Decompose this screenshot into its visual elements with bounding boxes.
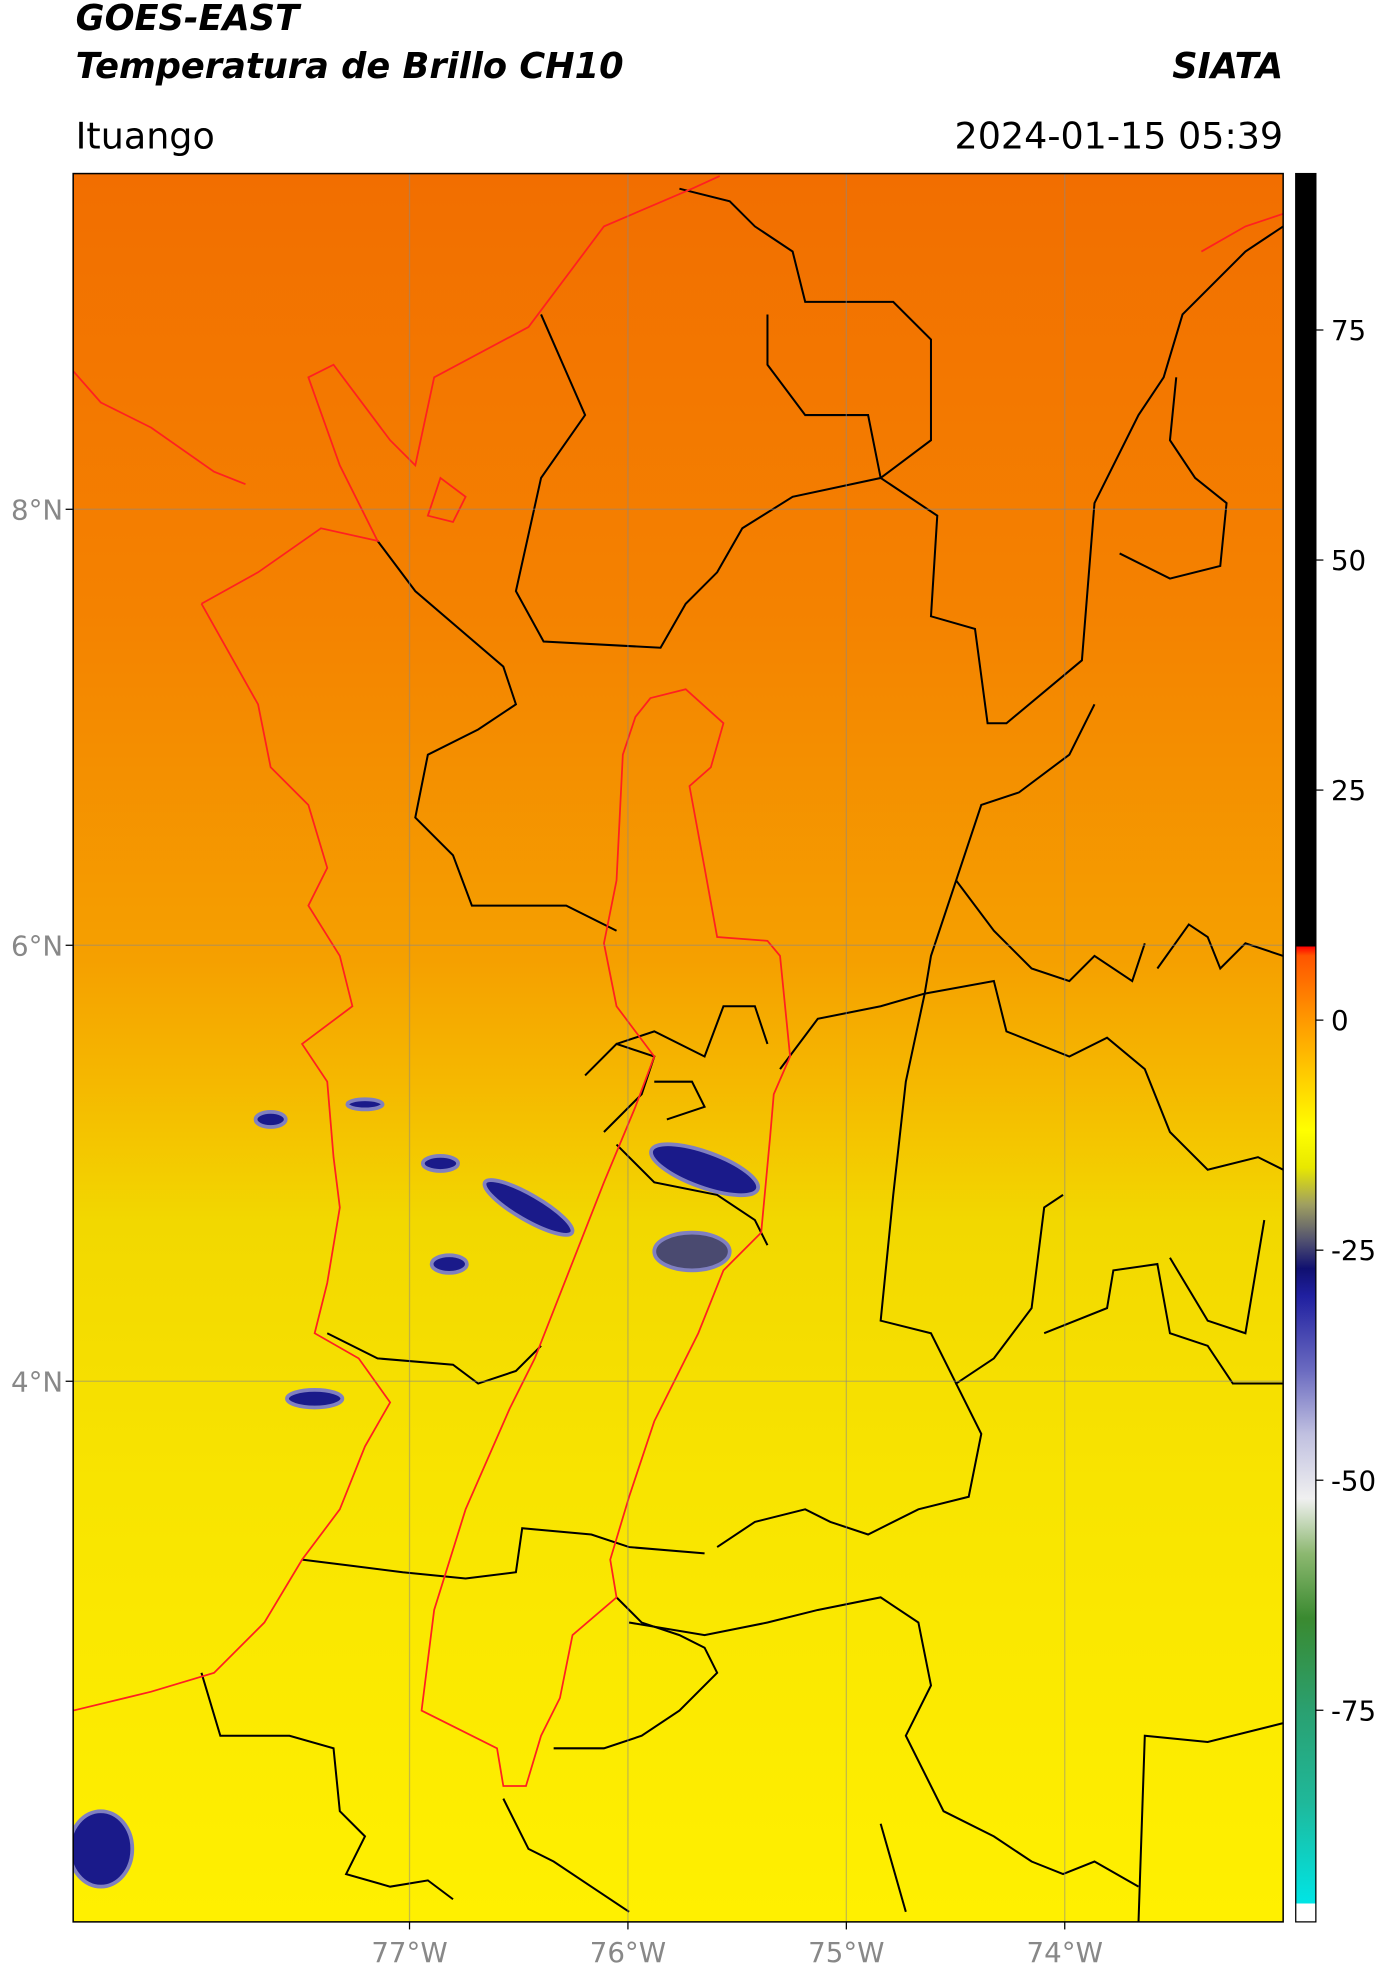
map-layer [73, 173, 1284, 1922]
satellite: GOES-EAST [76, 0, 302, 39]
timestamp: 2024-01-15 05:39 [955, 114, 1284, 157]
y-tick-label: 4°N [11, 1365, 63, 1398]
colorbar-tick-label: 25 [1331, 774, 1366, 807]
agency: SIATA [1172, 46, 1283, 87]
colorbar-tick-label: -25 [1331, 1234, 1376, 1267]
coastline-and-basin [73, 175, 1284, 1787]
y-tick-label: 6°N [11, 929, 63, 962]
x-tick-label: 74°W [1027, 1936, 1103, 1969]
product: Temperatura de Brillo CH10 [76, 46, 624, 87]
admin-borders [200, 187, 1284, 1922]
colorbar [1295, 172, 1317, 1923]
colorbar-tick-label: 50 [1331, 544, 1366, 577]
map-frame [72, 172, 1284, 1923]
colorbar-tick-label: -75 [1331, 1694, 1376, 1727]
colorbar-tick-label: -50 [1331, 1464, 1376, 1497]
y-tick-label: 8°N [11, 493, 63, 526]
location: Ituango [76, 114, 215, 157]
x-tick-label: 75°W [808, 1936, 884, 1969]
colorbar-tick-label: 75 [1331, 314, 1366, 347]
colorbar-tick-label: 0 [1331, 1004, 1349, 1037]
map-background [73, 173, 1284, 1922]
cloud-tops [73, 1097, 760, 1889]
x-tick-label: 76°W [590, 1936, 666, 1969]
x-tick-label: 77°W [371, 1936, 447, 1969]
